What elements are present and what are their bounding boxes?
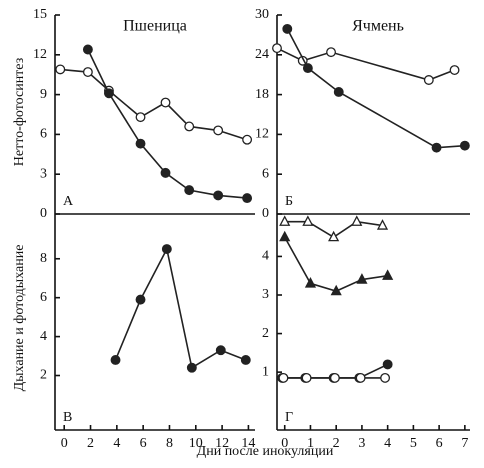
y-tick-label: 6	[40, 127, 47, 142]
marker	[376, 219, 389, 230]
marker	[213, 125, 224, 136]
x-tick-label: 2	[87, 436, 94, 451]
marker	[302, 215, 314, 226]
series-line	[284, 236, 388, 292]
x-tick-label: 6	[140, 436, 147, 451]
marker	[351, 215, 363, 226]
y-tick-label: 12	[33, 47, 47, 62]
panel-label: А	[63, 194, 74, 209]
marker	[242, 134, 253, 145]
marker	[449, 65, 460, 76]
y-tick-label: 12	[255, 127, 269, 142]
marker	[82, 44, 93, 55]
marker	[110, 354, 121, 365]
y-tick-label: 2	[40, 368, 47, 383]
marker	[279, 230, 291, 242]
y-tick-label: 4	[262, 249, 269, 264]
x-tick-label: 0	[61, 436, 68, 451]
marker	[82, 67, 93, 77]
x-tick-label: 2	[333, 436, 340, 451]
marker	[333, 86, 344, 97]
y-tick-label: 2	[262, 326, 269, 341]
marker	[272, 43, 282, 54]
x-tick-label: 4	[113, 436, 120, 451]
y-tick-label: 24	[255, 47, 269, 62]
marker	[186, 362, 197, 373]
x-tick-label: 5	[410, 436, 417, 451]
marker	[302, 63, 313, 74]
marker	[431, 142, 442, 153]
y-tick-label: 18	[255, 87, 269, 102]
panel-label: В	[63, 410, 72, 425]
marker	[279, 215, 291, 226]
marker	[356, 273, 368, 284]
marker	[240, 354, 251, 365]
x-tick-label: 4	[384, 436, 391, 451]
panel-title: Пшеница	[123, 18, 187, 35]
marker	[184, 121, 195, 132]
x-tick-label: 10	[189, 436, 203, 451]
y-tick-label: 8	[40, 251, 47, 266]
x-tick-label: 6	[436, 436, 443, 451]
marker	[135, 294, 146, 305]
marker	[423, 75, 434, 85]
x-tick-label: 7	[461, 436, 468, 451]
marker	[213, 190, 224, 201]
x-tick-label: 1	[307, 436, 314, 451]
marker	[242, 193, 253, 204]
y-axis-label: Нетто-фотосинтез	[12, 57, 27, 166]
y-tick-label: 3	[262, 287, 269, 302]
marker	[135, 138, 146, 149]
y-tick-label: 3	[40, 166, 47, 181]
y-tick-label: 0	[262, 206, 269, 221]
y-tick-label: 9	[40, 87, 47, 102]
x-tick-label: 12	[215, 436, 229, 451]
y-tick-label: 1	[262, 364, 269, 379]
series-line	[286, 28, 465, 149]
marker	[55, 64, 66, 75]
y-tick-label: 4	[40, 329, 47, 344]
y-tick-label: 0	[40, 206, 47, 221]
panel-label: Г	[285, 410, 293, 425]
marker	[382, 269, 394, 280]
y-tick-label: 15	[33, 7, 47, 22]
x-tick-label: 14	[241, 436, 255, 451]
marker	[301, 372, 312, 383]
marker	[135, 112, 146, 123]
marker	[184, 185, 195, 196]
marker	[161, 244, 172, 254]
marker	[103, 88, 114, 99]
x-tick-label: 0	[281, 436, 288, 451]
marker	[328, 230, 340, 242]
marker	[382, 359, 393, 370]
series-line	[114, 246, 247, 369]
marker	[282, 23, 293, 34]
x-tick-label: 8	[166, 436, 173, 451]
y-tick-label: 6	[262, 166, 269, 181]
x-tick-label: 3	[358, 436, 365, 451]
y-tick-label: 30	[255, 7, 269, 22]
marker	[326, 47, 336, 58]
marker	[304, 277, 317, 288]
marker	[380, 372, 391, 383]
marker	[215, 345, 226, 356]
marker	[278, 372, 289, 383]
marker	[355, 372, 366, 383]
y-axis-label: Дыхание и фотодыхание	[12, 245, 27, 392]
marker	[160, 167, 171, 178]
y-tick-label: 6	[40, 290, 47, 305]
marker	[329, 372, 340, 383]
panel-label: Б	[285, 194, 293, 209]
x-axis-label: Дни после инокуляции	[197, 444, 334, 459]
marker	[330, 284, 342, 296]
marker	[160, 97, 171, 108]
marker	[459, 140, 470, 151]
panel-title: Ячмень	[352, 18, 404, 35]
